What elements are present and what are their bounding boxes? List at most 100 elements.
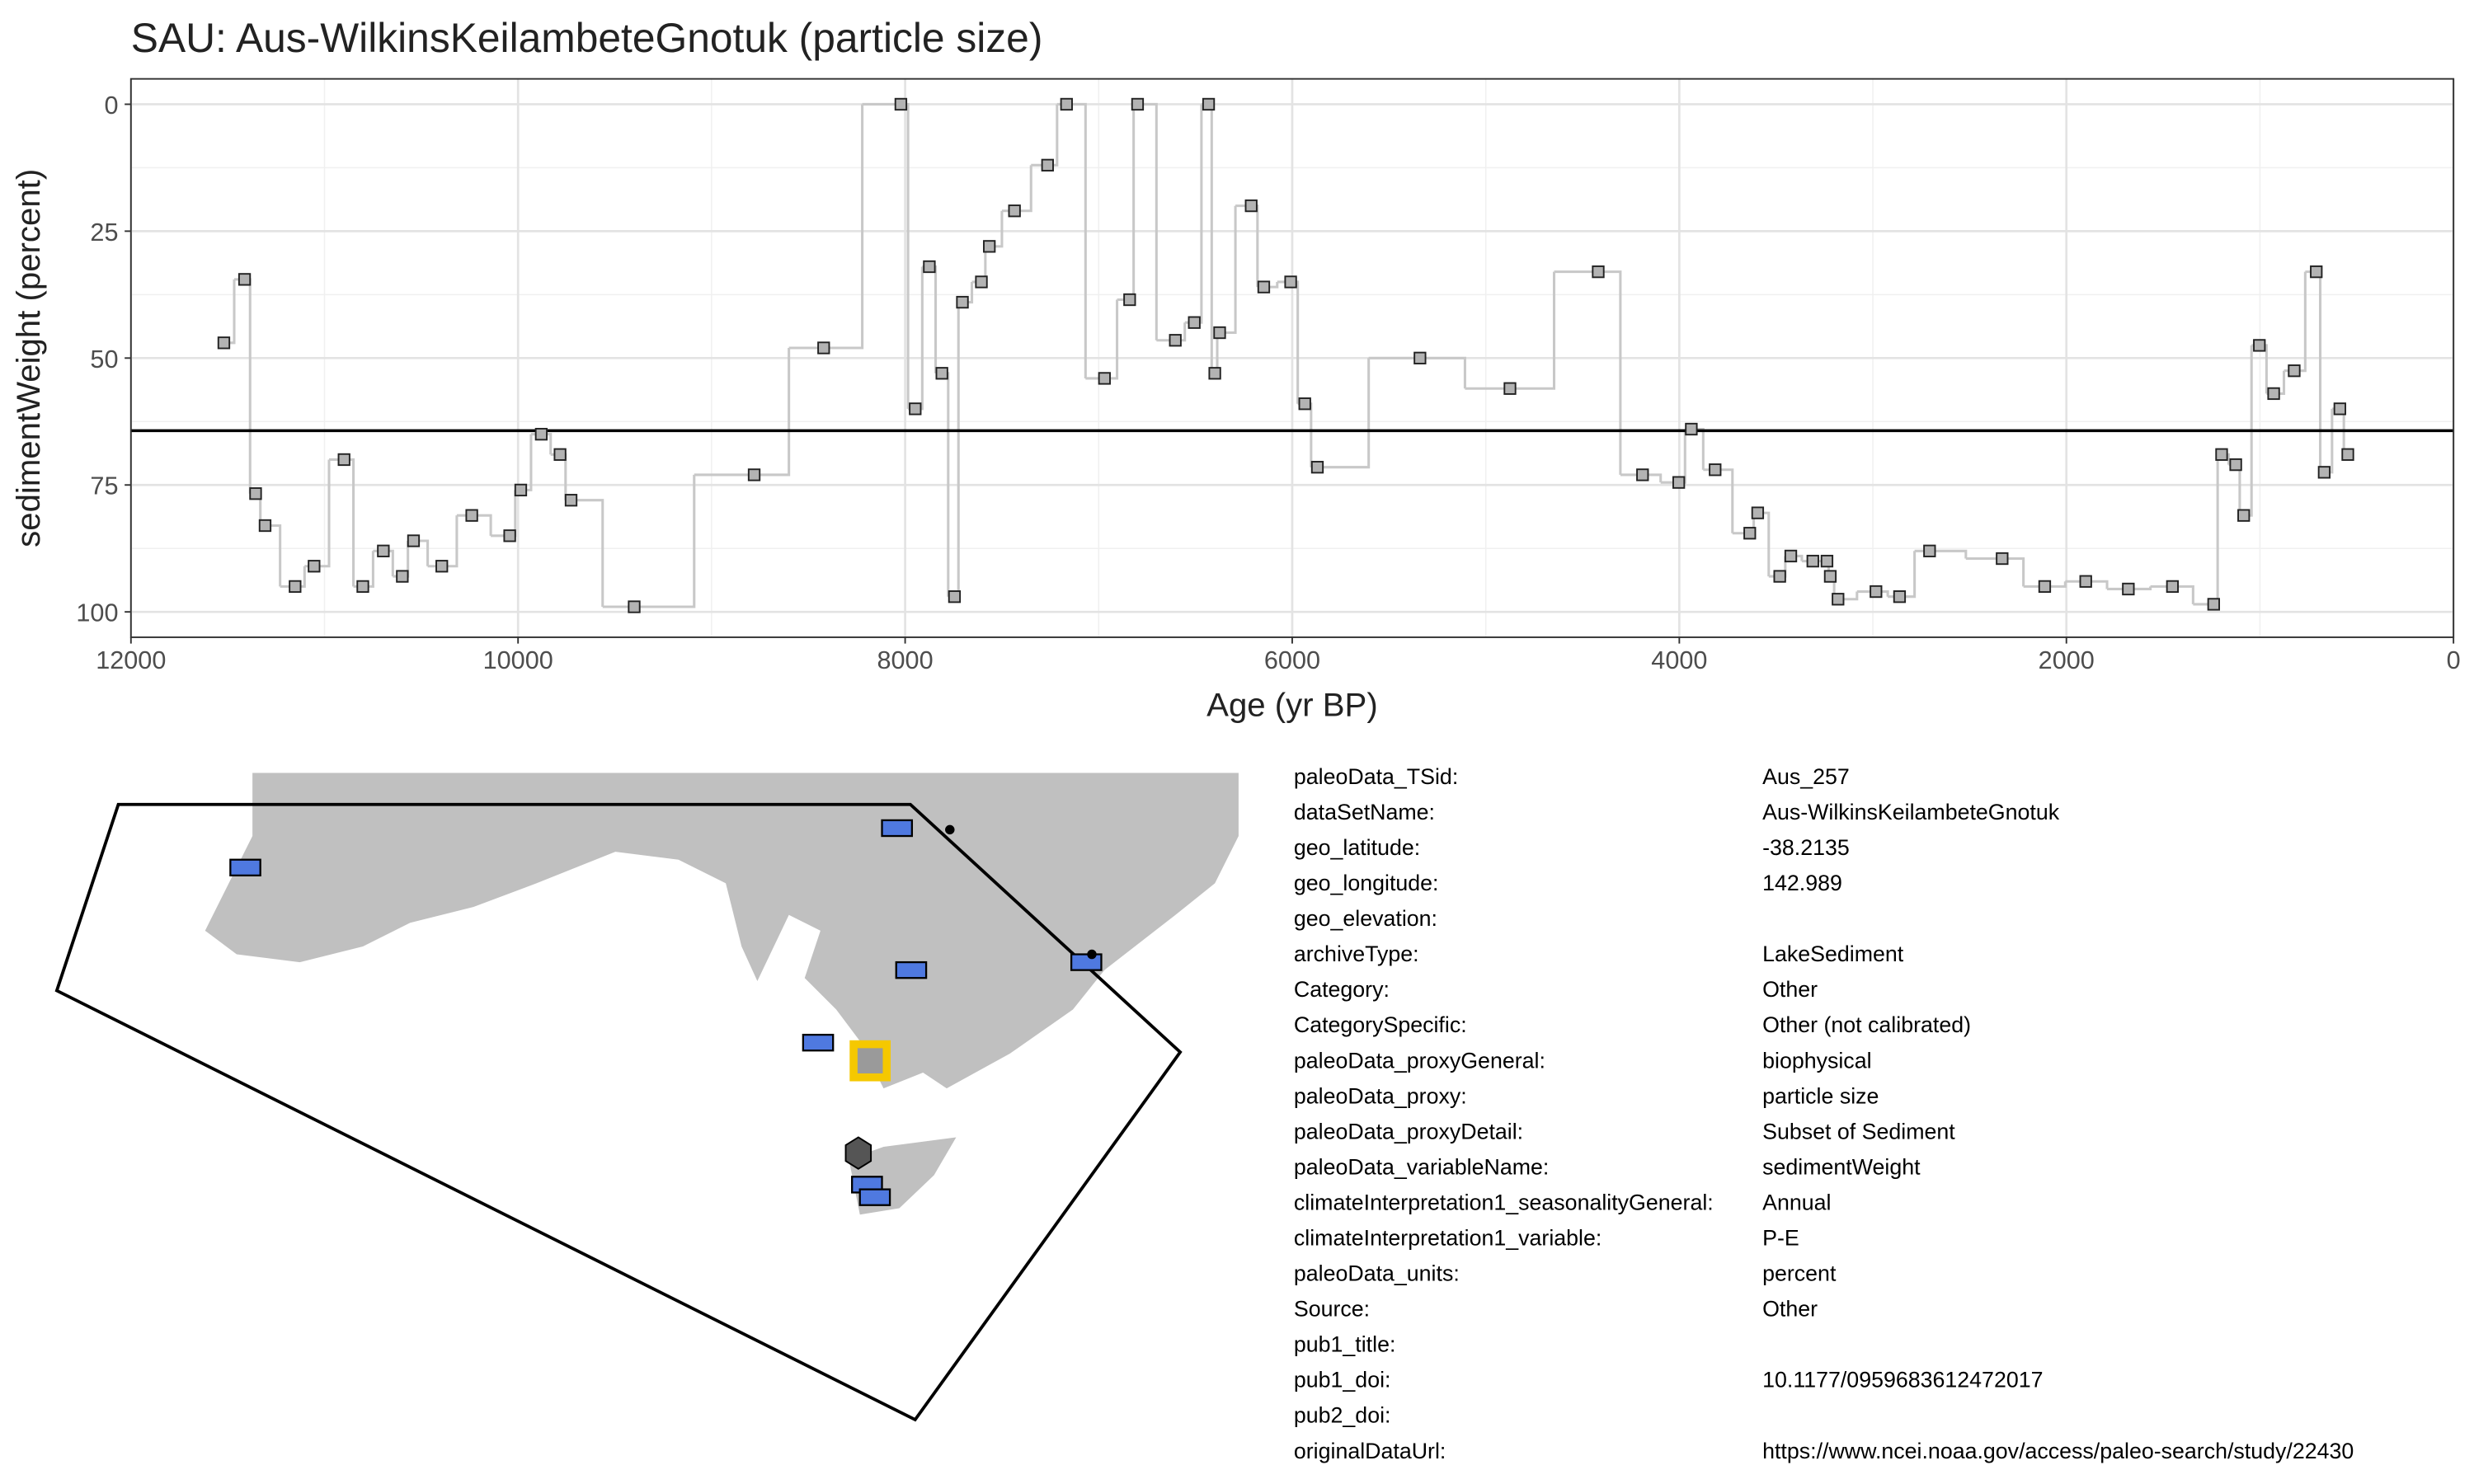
meta-key: pub1_title:	[1294, 1332, 1396, 1357]
data-point	[377, 544, 390, 557]
step-line	[1368, 356, 1466, 389]
meta-value: particle size	[1762, 1083, 1879, 1108]
meta-key: climateInterpretation1_seasonalityGenera…	[1294, 1190, 1714, 1214]
selected-site	[849, 1040, 891, 1082]
data-point	[1743, 527, 1757, 540]
data-point	[935, 367, 948, 380]
step-line	[2065, 580, 2109, 589]
y-tick-label: 0	[104, 92, 118, 120]
step-line	[694, 347, 791, 477]
data-point	[553, 448, 567, 461]
step-line	[1620, 473, 1663, 483]
plot-border	[129, 77, 2455, 638]
data-point	[564, 494, 578, 507]
step-line	[788, 104, 864, 350]
data-point	[1672, 476, 1686, 489]
step-line	[1856, 590, 1889, 597]
data-point	[2079, 575, 2092, 588]
step-line	[565, 499, 604, 608]
step-line	[1465, 271, 1556, 390]
site	[858, 1188, 891, 1206]
y-tick-label: 50	[90, 345, 118, 373]
x-axis-label: Age (yr BP)	[1206, 687, 1378, 724]
data-point	[983, 240, 996, 253]
data-point	[1208, 367, 1221, 380]
data-point	[2166, 580, 2180, 594]
data-point	[1893, 590, 1907, 603]
data-point	[2341, 448, 2354, 461]
data-point	[514, 483, 528, 497]
step-line	[2150, 585, 2194, 604]
dot-site	[1087, 949, 1097, 960]
data-point	[1098, 372, 1111, 385]
data-point	[2288, 364, 2301, 378]
step-line	[862, 102, 910, 409]
data-point	[2207, 598, 2220, 611]
x-tick-label: 6000	[1264, 646, 1320, 674]
data-point	[1213, 326, 1226, 340]
data-point	[1298, 397, 1311, 411]
dot-site	[945, 824, 955, 835]
meta-value: Annual	[1762, 1190, 1831, 1214]
meta-value: Aus_257	[1762, 764, 1850, 789]
data-point	[2229, 458, 2242, 472]
data-point	[356, 580, 369, 594]
data-point	[2310, 265, 2323, 279]
data-point	[1123, 293, 1136, 307]
data-point	[817, 341, 830, 355]
data-point	[407, 534, 421, 547]
meta-key: paleoData_proxy:	[1294, 1083, 1467, 1108]
meta-value: Aus-WilkinsKeilambeteGnotuk	[1762, 800, 2060, 824]
x-tick-label: 2000	[2039, 646, 2095, 674]
step-line	[1310, 358, 1371, 469]
meta-value: https://www.ncei.noaa.gov/access/paleo-s…	[1762, 1439, 2354, 1463]
data-point	[747, 468, 761, 481]
data-point	[923, 260, 936, 274]
data-point	[289, 580, 302, 594]
meta-value: P-E	[1762, 1226, 1799, 1251]
data-point	[1503, 382, 1517, 395]
data-point	[948, 590, 962, 603]
meta-key: archiveType:	[1294, 942, 1419, 966]
meta-key: geo_elevation:	[1294, 906, 1437, 931]
data-point	[1202, 97, 1216, 111]
chart-title: SAU: Aus-WilkinsKeilambeteGnotuk (partic…	[131, 15, 1043, 61]
y-tick-label: 75	[90, 472, 118, 500]
data-point	[1773, 570, 1786, 583]
meta-key: pub2_doi:	[1294, 1403, 1391, 1428]
meta-key: climateInterpretation1_variable:	[1294, 1226, 1602, 1251]
step-line	[1156, 322, 1187, 342]
x-tick-label: 4000	[1651, 646, 1707, 674]
site	[229, 858, 261, 877]
data-point	[465, 509, 478, 522]
data-point	[1592, 265, 1605, 279]
step-line	[1965, 556, 2025, 587]
data-point	[1008, 204, 1021, 218]
data-point	[2317, 466, 2331, 479]
data-point	[1188, 316, 1201, 329]
meta-key: dataSetName:	[1294, 800, 1435, 824]
step-line	[1085, 299, 1119, 380]
meta-key: CategorySpecific:	[1294, 1012, 1467, 1037]
step-line	[2023, 581, 2067, 588]
data-point	[435, 560, 449, 573]
data-point	[1751, 506, 1765, 519]
meta-key: Category:	[1294, 977, 1390, 1002]
data-point	[1923, 544, 1936, 557]
y-tick-label: 25	[90, 218, 118, 247]
metadata-table: paleoData_TSid: Aus_257 dataSetName: Aus-Wi…	[1294, 764, 2354, 1463]
meta-value: percent	[1762, 1261, 1837, 1286]
site	[1070, 953, 1103, 971]
data-point	[249, 487, 262, 500]
meta-key: originalDataUrl:	[1294, 1439, 1446, 1463]
step-line	[1031, 104, 1059, 167]
data-point	[396, 570, 409, 583]
meta-key: Source:	[1294, 1297, 1370, 1322]
map	[54, 773, 1239, 1422]
meta-value: Other	[1762, 977, 1818, 1002]
meta-value: biophysical	[1762, 1048, 1871, 1073]
data-point	[1685, 422, 1698, 436]
y-tick-label: 100	[76, 599, 118, 627]
data-point	[2038, 580, 2052, 594]
meta-key: paleoData_TSid:	[1294, 764, 1458, 789]
